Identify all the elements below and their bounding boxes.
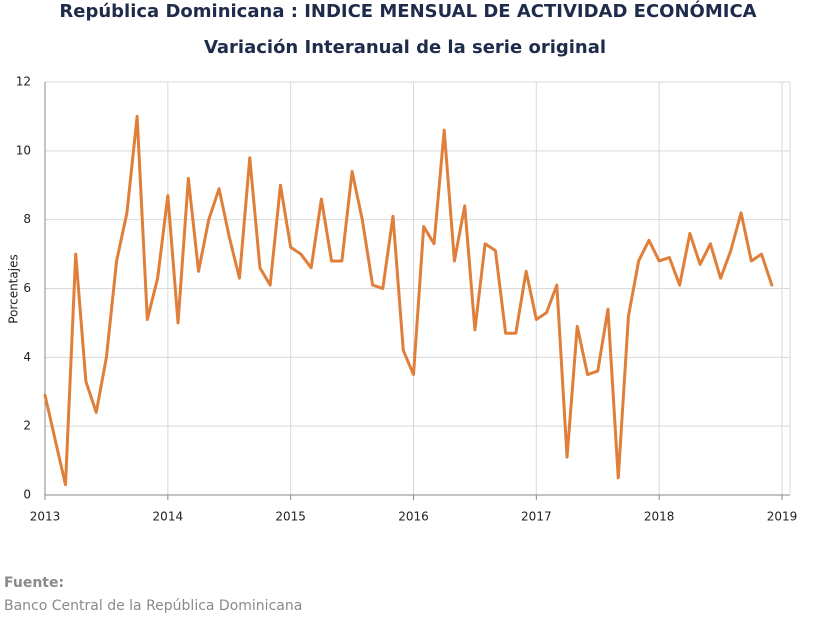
- y-tick-label: 8: [23, 212, 31, 226]
- y-axis-label: Porcentajes: [7, 254, 21, 323]
- y-tick-label: 6: [23, 281, 31, 295]
- y-tick-label: 10: [16, 143, 31, 157]
- x-tick-label: 2015: [275, 510, 306, 524]
- y-tick-label: 12: [16, 75, 31, 89]
- x-tick-label: 2018: [644, 510, 675, 524]
- chart-title: República Dominicana : INDICE MENSUAL DE…: [59, 0, 756, 22]
- chart-subtitle: Variación Interanual de la serie origina…: [204, 37, 606, 58]
- x-tick-label: 2013: [30, 510, 61, 524]
- source-label: Fuente:: [4, 575, 64, 591]
- data-line: [43, 114, 774, 487]
- x-tick-label: 2019: [767, 510, 798, 524]
- y-tick-label: 2: [23, 419, 31, 433]
- source: Banco Central de la República Dominicana: [4, 598, 302, 613]
- y-tick-label: 0: [23, 488, 31, 502]
- x-tick-label: 2016: [398, 510, 429, 524]
- x-tick-label: 2017: [521, 510, 552, 524]
- x-tick-label: 2014: [153, 510, 184, 524]
- y-tick-label: 4: [23, 350, 31, 364]
